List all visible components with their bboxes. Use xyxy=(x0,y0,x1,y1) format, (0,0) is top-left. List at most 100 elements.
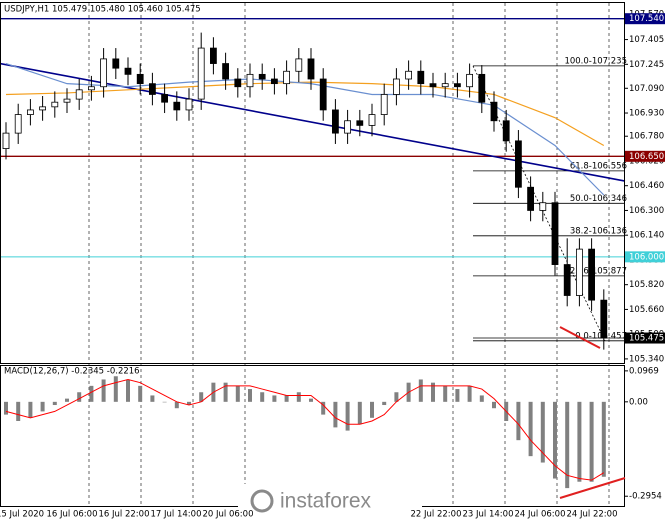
macd-bar xyxy=(138,385,143,402)
candle-body xyxy=(246,73,254,88)
macd-bar xyxy=(370,401,374,418)
macd-bar xyxy=(309,398,313,402)
macd-bar xyxy=(187,401,191,406)
candle-body xyxy=(429,83,437,88)
macd-bar xyxy=(126,379,130,402)
macd-bar xyxy=(260,392,265,402)
candle-body xyxy=(600,299,608,339)
candle-body xyxy=(417,70,425,85)
main-panel-frame xyxy=(0,2,625,364)
y-tick-label: 107.090 xyxy=(629,84,664,94)
price-box xyxy=(625,332,665,344)
watermark-box xyxy=(238,484,422,518)
candle-body xyxy=(161,94,169,103)
macd-bar xyxy=(89,385,94,402)
macd-bar xyxy=(4,401,8,415)
candle-body xyxy=(563,264,571,296)
price-box xyxy=(625,13,665,25)
x-tick-label: 16 Jul 22:00 xyxy=(99,510,150,520)
macd-y-tick-label: 0.00 xyxy=(629,397,648,407)
y-tick-label: 105.340 xyxy=(629,354,664,364)
candle-body xyxy=(368,114,376,126)
candle-body xyxy=(222,63,230,80)
candle-body xyxy=(2,132,10,149)
fib-label: 38.2-106.136 xyxy=(570,226,627,236)
candle-body xyxy=(295,58,303,72)
macd-y-tick-label: -0.2954 xyxy=(629,492,662,502)
macd-bar xyxy=(65,398,69,402)
y-tick-label: 107.245 xyxy=(629,60,664,70)
candle-body xyxy=(576,248,583,296)
candle-body xyxy=(588,248,595,301)
candle-body xyxy=(356,120,364,126)
candle-body xyxy=(136,73,144,85)
price-box-label: 107.540 xyxy=(629,14,664,24)
candle-body xyxy=(392,78,400,95)
candle-body xyxy=(344,120,352,134)
candle-body xyxy=(283,70,291,85)
macd-bar xyxy=(113,376,118,402)
macd-bar xyxy=(418,379,423,402)
macd-bar xyxy=(199,392,204,402)
price-box-label: 106.000 xyxy=(629,252,664,262)
candle-body xyxy=(124,67,132,75)
x-tick-label: 20 Jul 06:00 xyxy=(203,510,254,520)
macd-bar xyxy=(467,385,472,402)
macd-bar xyxy=(565,401,570,489)
candle-body xyxy=(551,202,559,265)
fib-label: 61.8-106.556 xyxy=(570,161,627,171)
y-tick-label: 105.660 xyxy=(629,305,664,315)
macd-bar xyxy=(553,401,557,479)
macd-bar xyxy=(540,401,545,463)
macd-bar xyxy=(345,401,350,431)
candle-body xyxy=(88,86,95,91)
y-tick-label: 106.140 xyxy=(629,231,664,241)
candle-body xyxy=(307,58,315,80)
macd-bar xyxy=(101,379,106,402)
macd-bar xyxy=(174,401,179,409)
macd-bar xyxy=(272,395,277,402)
candle-body xyxy=(527,186,534,211)
fib-label: 100.0-107.235 xyxy=(564,56,627,66)
price-box xyxy=(625,251,665,263)
x-tick-label: 24 Jul 22:00 xyxy=(567,510,618,520)
y-tick-label: 105.820 xyxy=(629,280,664,290)
candle-body xyxy=(258,73,266,80)
candle-body xyxy=(26,109,34,115)
macd-bar xyxy=(382,401,387,406)
macd-title: MACD(12,26,7) -0.2345 -0.2216 xyxy=(4,367,140,377)
candle-body xyxy=(39,106,46,111)
candle-body xyxy=(515,140,522,188)
candle-body xyxy=(100,58,107,88)
candle-body xyxy=(453,83,461,88)
macd-bar xyxy=(492,401,496,409)
candle-body xyxy=(441,83,449,88)
price-box-label: 106.650 xyxy=(629,152,664,162)
macd-bar xyxy=(479,395,484,402)
fib-diagonal xyxy=(472,65,606,341)
candle-body xyxy=(380,94,388,115)
y-tick-label: 106.780 xyxy=(629,132,664,142)
fib-label: 50.0-106.346 xyxy=(570,194,627,204)
candle-body xyxy=(197,47,205,100)
macd-bar xyxy=(577,401,582,482)
macd-divergence-line xyxy=(559,477,626,499)
watermark-text: instaforex xyxy=(280,490,372,513)
macd-bar xyxy=(455,389,460,402)
macd-bar xyxy=(40,401,45,412)
macd-bar xyxy=(357,401,362,425)
macd-bar xyxy=(16,401,21,422)
macd-bar xyxy=(296,392,301,402)
x-tick-label: 24 Jul 06:00 xyxy=(515,510,566,520)
macd-bar xyxy=(321,401,326,415)
macd-bar xyxy=(333,401,338,428)
candle-body xyxy=(51,101,59,108)
x-tick-label: 16 Jul 06:00 xyxy=(47,510,98,520)
candle-body xyxy=(490,101,498,122)
macd-bar xyxy=(248,389,252,402)
price-divergence-line xyxy=(559,326,601,349)
macd-bar xyxy=(77,392,82,402)
x-tick-label: 15 Jul 2020 xyxy=(0,510,44,520)
